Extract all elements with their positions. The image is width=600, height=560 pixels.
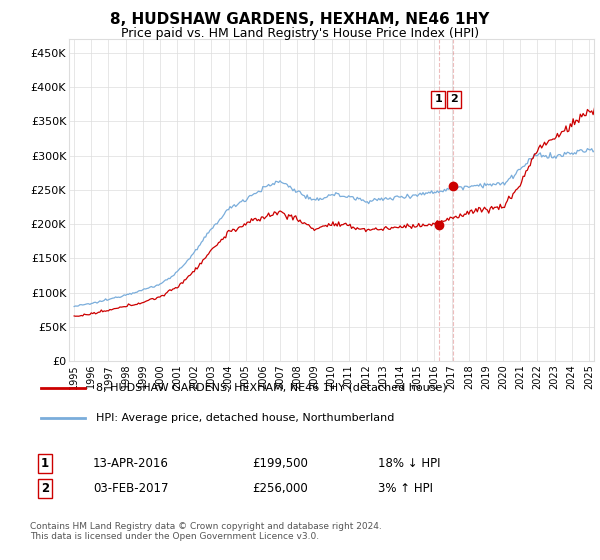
Text: 1: 1 xyxy=(41,457,49,470)
Text: 13-APR-2016: 13-APR-2016 xyxy=(93,457,169,470)
Text: £256,000: £256,000 xyxy=(252,482,308,495)
Text: 8, HUDSHAW GARDENS, HEXHAM, NE46 1HY: 8, HUDSHAW GARDENS, HEXHAM, NE46 1HY xyxy=(110,12,490,27)
Text: 8, HUDSHAW GARDENS, HEXHAM, NE46 1HY (detached house): 8, HUDSHAW GARDENS, HEXHAM, NE46 1HY (de… xyxy=(95,382,446,393)
Text: Contains HM Land Registry data © Crown copyright and database right 2024.
This d: Contains HM Land Registry data © Crown c… xyxy=(30,522,382,542)
Text: HPI: Average price, detached house, Northumberland: HPI: Average price, detached house, Nort… xyxy=(95,413,394,423)
Text: 2: 2 xyxy=(450,95,458,105)
Text: 3% ↑ HPI: 3% ↑ HPI xyxy=(378,482,433,495)
Text: Price paid vs. HM Land Registry's House Price Index (HPI): Price paid vs. HM Land Registry's House … xyxy=(121,27,479,40)
Text: £199,500: £199,500 xyxy=(252,457,308,470)
Text: 2: 2 xyxy=(41,482,49,495)
Text: 18% ↓ HPI: 18% ↓ HPI xyxy=(378,457,440,470)
Text: 03-FEB-2017: 03-FEB-2017 xyxy=(93,482,169,495)
Text: 1: 1 xyxy=(434,95,442,105)
